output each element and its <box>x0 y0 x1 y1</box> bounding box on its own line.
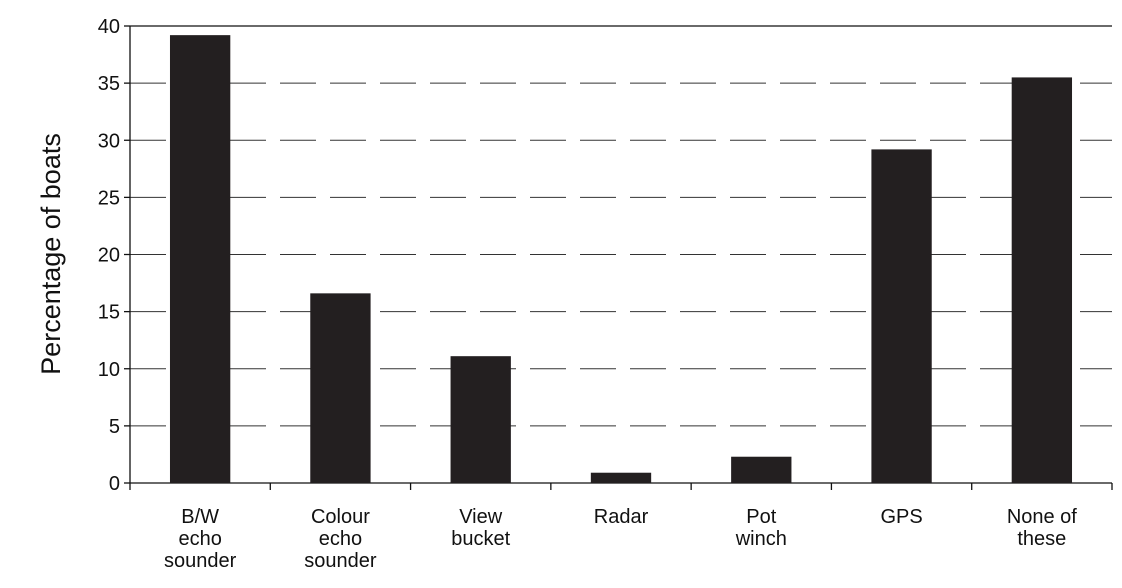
bar <box>1011 77 1073 483</box>
x-tick-label: B/W echo sounder <box>164 506 237 572</box>
bar <box>871 149 932 483</box>
x-tick-label: Pot winch <box>735 506 787 550</box>
x-tick-label: Radar <box>594 506 649 528</box>
y-tick-label: 30 <box>98 130 120 152</box>
x-tick-label: None of these <box>1007 506 1077 550</box>
y-tick-label: 20 <box>98 245 120 267</box>
y-tick-label: 10 <box>98 359 120 381</box>
x-tick-label: GPS <box>880 506 922 528</box>
x-tick-label: Colour echo sounder <box>304 506 377 572</box>
x-tick-label: View bucket <box>451 506 510 550</box>
y-tick-label: 15 <box>98 302 120 324</box>
y-tick-label: 40 <box>98 16 120 38</box>
bar <box>590 472 652 483</box>
bar <box>310 293 371 483</box>
y-tick-label: 0 <box>109 473 120 495</box>
y-tick-label: 25 <box>98 187 120 209</box>
y-axis-label: Percentage of boats <box>36 133 66 375</box>
bar <box>731 456 792 483</box>
y-tick-label: 5 <box>109 416 120 438</box>
bar <box>450 356 511 483</box>
bar <box>169 35 231 483</box>
y-tick-label: 35 <box>98 73 120 95</box>
